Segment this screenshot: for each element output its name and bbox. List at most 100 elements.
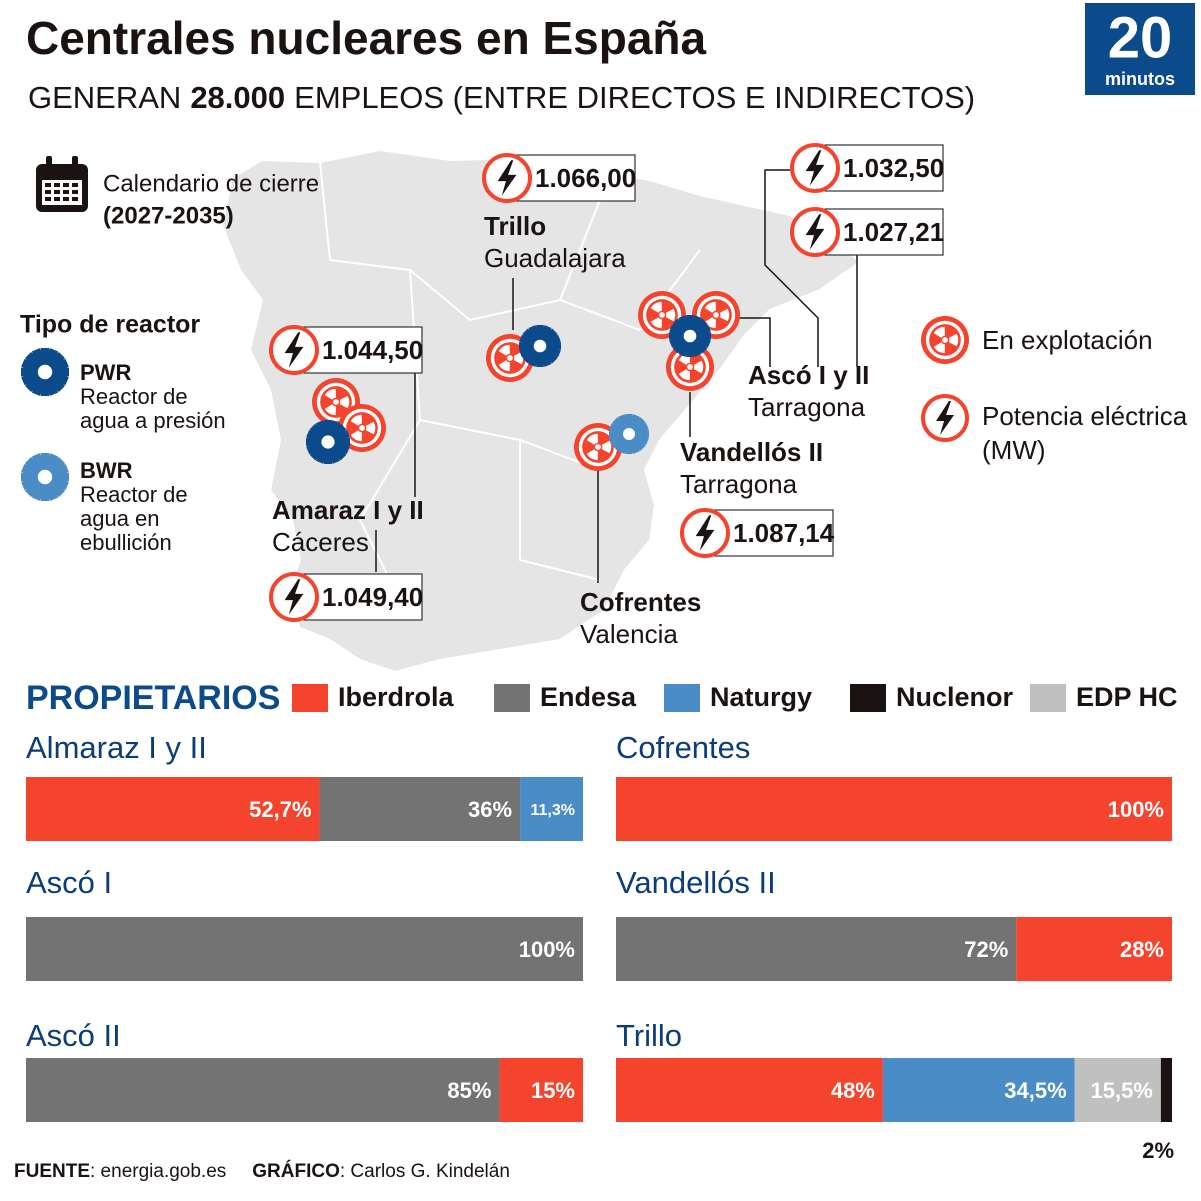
value-label: 15,5%: [1090, 1078, 1152, 1103]
icon-part: [72, 197, 78, 201]
footer-label: GRÁFICO: [252, 1160, 340, 1182]
value-label: 36%: [468, 797, 512, 822]
map: [220, 148, 862, 674]
icon-part: [498, 360, 510, 372]
reactor-title: Tipo de reactor: [20, 311, 200, 339]
legend-swatch: [664, 684, 700, 712]
plant-province: Tarragona: [680, 469, 798, 499]
icon-part: [324, 388, 336, 400]
icon-part: [650, 301, 662, 313]
logo-number: 20: [1108, 5, 1173, 70]
gear-icon: [21, 453, 69, 501]
icon-part: [45, 190, 51, 194]
gear-icon: [306, 420, 350, 464]
icon-part: [359, 425, 365, 431]
chart-title: Ascó II: [26, 1018, 121, 1053]
value-label: 52,7%: [249, 797, 311, 822]
bar-segment: [1016, 917, 1172, 981]
icon-part: [693, 360, 704, 374]
icon-part: [72, 190, 78, 194]
power-icon: [680, 508, 730, 558]
icon-part: [513, 351, 524, 365]
legend-label: Iberdrola: [338, 682, 455, 712]
legend-power: Potencia eléctrica: [982, 401, 1188, 431]
power-icon: [269, 325, 319, 375]
icon-part: [704, 301, 716, 313]
bar-segment: [616, 917, 1017, 981]
reactor-desc: ebullición: [80, 530, 172, 555]
chart-title: Vandellós II: [616, 865, 776, 900]
reactor-code: BWR: [80, 458, 133, 483]
power-value: 1.027,21: [843, 217, 944, 247]
legend-operating: En explotación: [982, 325, 1153, 355]
legend-swatch: [850, 684, 886, 712]
subtitle-text: EMPLEOS (ENTRE DIRECTOS E INDIRECTOS): [294, 80, 975, 115]
legend-label: Nuclenor: [896, 682, 1014, 712]
icon-part: [37, 469, 53, 485]
plant-province: Valencia: [580, 619, 678, 649]
radiation-icon: [666, 343, 714, 391]
icon-part: [650, 317, 662, 329]
icon-part: [704, 317, 716, 329]
icon-part: [659, 312, 665, 318]
icon-part: [72, 183, 78, 187]
icon-part: [333, 399, 339, 405]
icon-part: [933, 342, 945, 354]
value-label: 85%: [447, 1078, 491, 1103]
legend-swatch: [292, 684, 328, 712]
icon-part: [695, 515, 715, 551]
plant-name: Ascó I y II: [748, 360, 869, 390]
value-label: 15%: [531, 1078, 575, 1103]
icon-part: [54, 197, 60, 201]
reactor-desc: agua a presión: [80, 408, 226, 433]
icon-part: [54, 190, 60, 194]
subtitle-text: GENERAN: [28, 80, 181, 115]
chart-title: Trillo: [616, 1018, 682, 1053]
power-box: [824, 144, 944, 192]
subtitle: GENERAN 28.000 EMPLEOS (ENTRE DIRECTOS E I…: [28, 80, 975, 115]
icon-part: [350, 414, 362, 426]
gear-icon: [519, 325, 561, 367]
icon-part: [948, 333, 959, 347]
legend-label: Endesa: [540, 682, 637, 712]
bar-segment: [499, 1058, 583, 1122]
bar-segment: [616, 1058, 883, 1122]
icon-part: [365, 421, 376, 435]
bar-segment: [26, 917, 583, 981]
plant-name: Amaraz I y II: [272, 495, 424, 525]
icon-part: [942, 337, 948, 343]
title: Centrales nucleares en España: [26, 12, 707, 64]
power-value: 1.032,50: [843, 153, 944, 183]
bar-segment: [319, 777, 521, 841]
subtitle-number: 28.000: [190, 80, 285, 115]
icon-part: [713, 312, 719, 318]
legend-swatch: [1030, 684, 1066, 712]
footer-text: : energia.gob.es: [90, 1161, 226, 1182]
leader-line: [764, 169, 819, 367]
value-label: 100%: [519, 937, 575, 962]
value-label: 72%: [964, 937, 1008, 962]
plant-name: Trillo: [484, 211, 546, 241]
value-label: 28%: [1120, 937, 1164, 962]
gear-icon: [21, 348, 69, 396]
icon-part: [601, 440, 612, 454]
plant-name: Vandellós II: [680, 437, 823, 467]
power-value: 1.087,14: [733, 518, 835, 548]
calendar-range: (2027-2035): [103, 202, 234, 229]
map-borders: [319, 161, 701, 601]
calendar-label: Calendario de cierre: [103, 170, 319, 197]
power-value: 1.049,40: [322, 582, 423, 612]
icon-part: [339, 395, 350, 409]
bar-segment: [1074, 1058, 1161, 1122]
power-value: 1.066,00: [535, 163, 636, 193]
value-label: 11,3%: [531, 802, 575, 819]
icon-part: [284, 332, 304, 368]
icon-part: [498, 344, 510, 356]
power-icon: [790, 143, 840, 193]
icon-part: [936, 401, 954, 435]
icon-part: [933, 326, 945, 338]
icon-part: [37, 364, 53, 380]
legend-label: EDP HC: [1076, 682, 1178, 712]
footer-label: FUENTE: [14, 1161, 90, 1182]
icon-part: [321, 435, 335, 449]
